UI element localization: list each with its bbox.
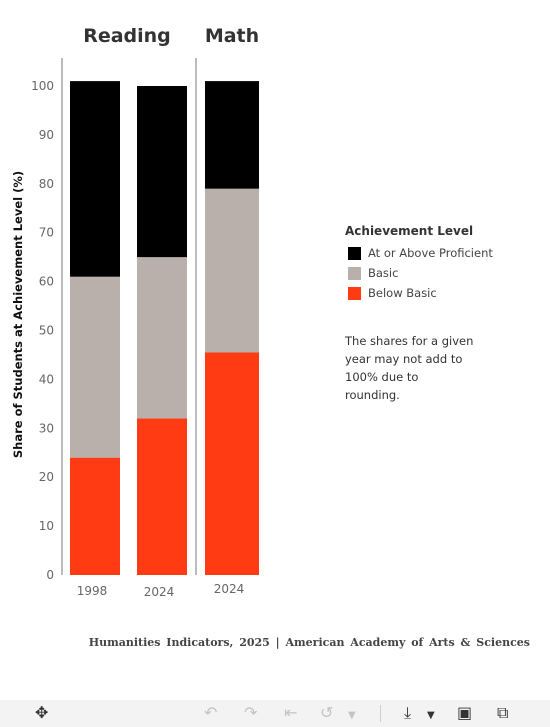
fullscreen-icon[interactable]: ▣ (457, 703, 473, 722)
legend: Achievement Level At or Above Proficient… (345, 224, 493, 303)
legend-label: Basic (368, 266, 399, 280)
viz-toolbar: ✥ ↶ ↷ ⇤ ↺ ▼ ⤓ ▼ ▣ ⧉ (0, 700, 550, 727)
y-tick-label: 10 (39, 519, 54, 533)
y-axis-label: Share of Students at Achievement Level (… (11, 171, 25, 458)
revert-icon[interactable]: ⇤ (284, 703, 298, 722)
rounding-note: The shares for a given year may not add … (345, 334, 474, 402)
legend-label: At or Above Proficient (368, 246, 493, 260)
move-icon[interactable]: ✥ (35, 703, 49, 722)
bar-segment-at-or-above-proficient (70, 81, 120, 277)
legend-item-below-basic[interactable]: Below Basic (345, 283, 493, 303)
bar-segment-basic (205, 188, 259, 353)
share-icon[interactable]: ⧉ (497, 703, 509, 722)
bar-segment-at-or-above-proficient (205, 81, 259, 189)
refresh-icon[interactable]: ↺ (320, 703, 334, 722)
source-credit: Humanities Indicators, 2025 | American A… (88, 636, 530, 649)
bar-segment-below-basic (137, 418, 187, 575)
bar-segment-basic (137, 257, 187, 419)
download-icon[interactable]: ⤓ (404, 703, 412, 722)
y-tick-label: 80 (39, 177, 54, 191)
y-tick-label: 100 (31, 79, 54, 93)
download-dropdown-icon[interactable]: ▼ (427, 710, 435, 721)
bar-segment-below-basic (70, 457, 120, 575)
dropdown-icon[interactable]: ▼ (348, 710, 356, 721)
y-tick-label: 20 (39, 470, 54, 484)
panel-title: Math (205, 25, 259, 47)
redo-icon[interactable]: ↷ (244, 703, 258, 722)
x-tick-label: 2024 (144, 585, 175, 599)
y-tick-label: 90 (39, 128, 54, 142)
toolbar-divider (380, 705, 381, 722)
y-tick-label: 40 (39, 372, 54, 386)
x-tick-label: 2024 (214, 582, 245, 596)
y-tick-label: 50 (39, 324, 54, 338)
legend-swatch (348, 266, 361, 280)
chart: Share of Students at Achievement Level (… (11, 25, 259, 599)
legend-swatch (348, 246, 361, 260)
panel-title: Reading (83, 25, 171, 47)
legend-swatch (348, 286, 361, 300)
x-tick-label: 1998 (77, 584, 108, 598)
y-tick-label: 30 (39, 421, 54, 435)
y-tick-label: 70 (39, 226, 54, 240)
bar-segment-below-basic (205, 352, 259, 575)
y-tick-label: 0 (46, 568, 54, 582)
legend-label: Below Basic (368, 286, 437, 300)
legend-title: Achievement Level (345, 224, 474, 238)
undo-icon[interactable]: ↶ (204, 703, 218, 722)
y-tick-label: 60 (39, 275, 54, 289)
legend-item-proficient[interactable]: At or Above Proficient (345, 243, 493, 263)
legend-item-basic[interactable]: Basic (345, 263, 493, 283)
bar-segment-at-or-above-proficient (137, 86, 187, 258)
bar-segment-basic (70, 276, 120, 458)
